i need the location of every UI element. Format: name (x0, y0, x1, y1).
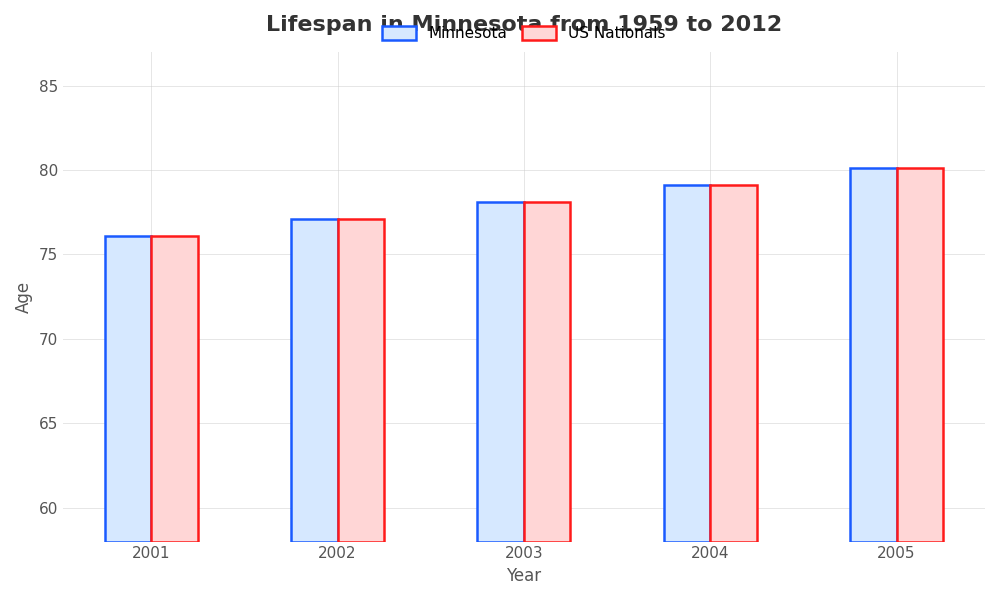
Bar (477, 202, 524, 542)
Bar (664, 185, 710, 542)
Bar (338, 219, 384, 542)
Bar (291, 219, 338, 542)
Legend: Minnesota, US Nationals: Minnesota, US Nationals (376, 20, 672, 47)
Bar (710, 185, 757, 542)
Bar (524, 202, 570, 542)
Y-axis label: Age: Age (15, 281, 33, 313)
Bar (151, 236, 198, 542)
Bar (105, 236, 151, 542)
Bar (897, 169, 943, 542)
Bar (850, 169, 897, 542)
X-axis label: Year: Year (506, 567, 541, 585)
Title: Lifespan in Minnesota from 1959 to 2012: Lifespan in Minnesota from 1959 to 2012 (266, 15, 782, 35)
